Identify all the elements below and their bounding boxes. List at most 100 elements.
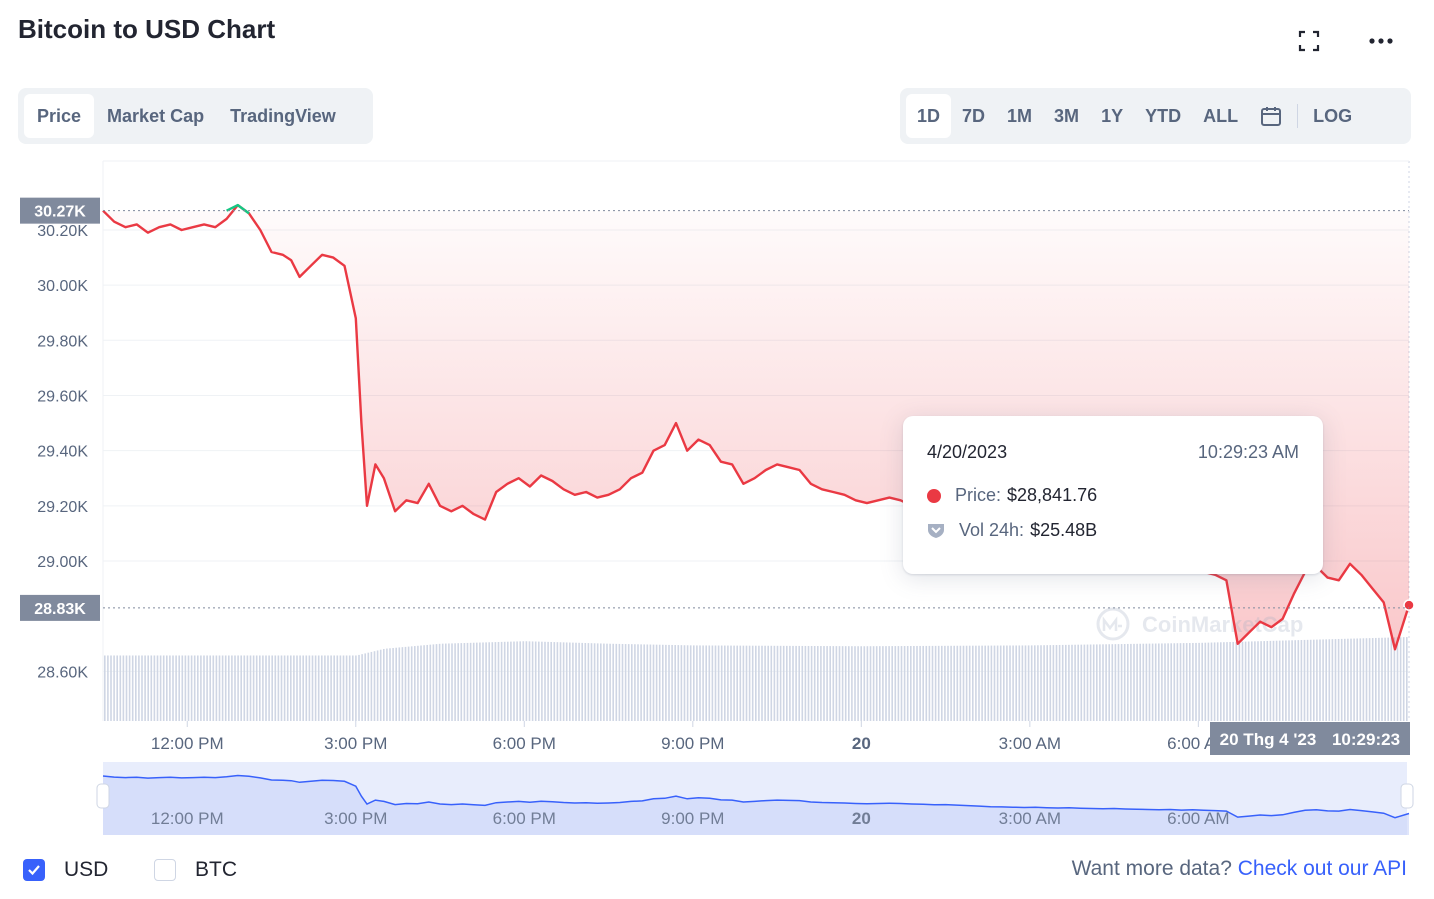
volume-bar xyxy=(1390,637,1393,721)
volume-bar xyxy=(627,644,630,721)
volume-bar xyxy=(460,643,463,721)
volume-bar xyxy=(404,646,407,721)
volume-bar xyxy=(745,645,748,721)
api-link[interactable]: Check out our API xyxy=(1237,857,1407,880)
volume-bar xyxy=(600,643,602,721)
volume-bar xyxy=(485,642,487,721)
volume-bar xyxy=(1179,643,1182,721)
volume-bars xyxy=(104,637,1408,721)
tab-price[interactable]: Price xyxy=(24,94,95,138)
volume-bar xyxy=(1207,642,1210,721)
volume-bar xyxy=(1071,644,1073,721)
volume-bar xyxy=(1213,642,1216,721)
time-range-selector: 1D 7D 1M 3M 1Y YTD ALL LOG xyxy=(900,88,1411,144)
volume-bar xyxy=(562,642,565,721)
volume-bar xyxy=(466,642,469,721)
volume-bar xyxy=(373,651,376,721)
volume-bar xyxy=(231,655,233,721)
open-price-badge xyxy=(20,197,100,224)
range-7d[interactable]: 7D xyxy=(962,105,986,126)
volume-bar xyxy=(925,645,928,721)
more-dots-icon[interactable] xyxy=(1365,25,1397,57)
usd-checkbox[interactable] xyxy=(23,859,45,881)
volume-bar xyxy=(643,644,645,721)
range-all[interactable]: ALL xyxy=(1203,105,1239,126)
volume-bar xyxy=(271,655,273,721)
volume-bar xyxy=(857,646,859,721)
volume-bar xyxy=(916,645,918,721)
volume-bar xyxy=(1148,643,1151,721)
volume-bar xyxy=(894,646,897,721)
volume-bar xyxy=(290,655,292,721)
volume-bar xyxy=(451,643,453,721)
range-1m[interactable]: 1M xyxy=(1007,105,1033,126)
tab-market-cap[interactable]: Market Cap xyxy=(107,105,205,126)
volume-bar xyxy=(1241,641,1244,721)
crosshair-clock-label: 10:29:23 xyxy=(1332,730,1400,749)
navigator-right-handle[interactable] xyxy=(1400,783,1414,809)
volume-bar xyxy=(159,655,162,721)
volume-bar xyxy=(693,645,695,721)
volume-bar xyxy=(888,646,890,721)
volume-bar xyxy=(727,645,729,721)
volume-bar xyxy=(228,655,230,721)
volume-bar xyxy=(317,655,320,721)
fullscreen-icon[interactable] xyxy=(1293,25,1325,57)
volume-bar xyxy=(609,643,611,721)
volume-bar xyxy=(1331,639,1334,721)
volume-bar xyxy=(1254,641,1256,721)
volume-bar xyxy=(1105,644,1107,721)
volume-bar xyxy=(321,655,323,721)
navigator-left-handle[interactable] xyxy=(96,783,110,809)
volume-bar xyxy=(426,644,428,721)
volume-bar xyxy=(1402,637,1405,721)
volume-bar xyxy=(438,643,441,721)
volume-bar xyxy=(1328,639,1331,721)
navigator-tick-label: 3:00 PM xyxy=(324,809,387,828)
volume-bar xyxy=(984,645,986,721)
volume-bar xyxy=(448,643,450,721)
range-1y[interactable]: 1Y xyxy=(1101,105,1124,126)
volume-bar xyxy=(590,643,593,721)
tab-tradingview[interactable]: TradingView xyxy=(230,105,336,126)
volume-bar xyxy=(445,643,447,721)
calendar-icon[interactable] xyxy=(1249,94,1293,138)
volume-bar xyxy=(215,655,218,721)
volume-bar xyxy=(370,651,373,721)
range-navigator[interactable]: 12:00 PM 3:00 PM 6:00 PM 9:00 PM 20 3:00 AM 6:… xyxy=(96,762,1414,835)
range-1d[interactable]: 1D xyxy=(906,94,952,138)
volume-bar xyxy=(274,655,277,721)
volume-bar xyxy=(1185,643,1188,721)
volume-bar xyxy=(937,645,940,721)
volume-bar xyxy=(324,655,326,721)
volume-bar xyxy=(646,644,649,721)
range-3m[interactable]: 3M xyxy=(1054,105,1080,126)
volume-bar xyxy=(398,647,401,721)
volume-bar xyxy=(305,655,308,721)
volume-bar xyxy=(891,646,893,721)
volume-bar xyxy=(1024,645,1027,721)
tooltip-vol-label: Vol 24h: xyxy=(959,520,1025,540)
volume-bar xyxy=(122,655,125,721)
log-toggle[interactable]: LOG xyxy=(1313,105,1353,126)
volume-bar xyxy=(519,641,521,721)
volume-bar xyxy=(699,645,701,721)
volume-bar xyxy=(1362,638,1365,721)
volume-bar xyxy=(355,655,357,721)
volume-bar xyxy=(826,646,828,721)
volume-bar xyxy=(708,645,711,721)
range-ytd[interactable]: YTD xyxy=(1145,105,1182,126)
volume-bar xyxy=(810,645,813,721)
volume-bar xyxy=(330,655,332,721)
chart-type-tabs: Price Market Cap TradingView xyxy=(18,88,373,144)
volume-bar xyxy=(959,645,962,721)
volume-bar xyxy=(968,645,971,721)
tooltip-time: 10:29:23 AM xyxy=(1197,442,1299,462)
volume-bar xyxy=(410,646,413,721)
btc-checkbox[interactable] xyxy=(154,859,176,881)
volume-bar xyxy=(187,655,190,721)
volume-bar xyxy=(541,641,543,721)
volume-bar xyxy=(1123,643,1126,721)
volume-bar xyxy=(742,645,745,721)
volume-bar xyxy=(860,646,862,721)
